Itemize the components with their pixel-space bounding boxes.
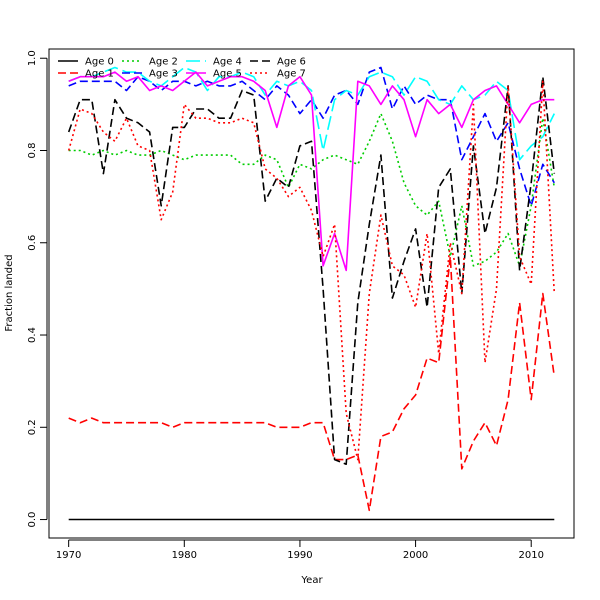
legend-label-age-4: Age 4 xyxy=(213,57,242,68)
x-axis-title: Year xyxy=(300,575,323,586)
x-tick-label: 2010 xyxy=(518,550,543,561)
plot-frame xyxy=(48,48,575,539)
y-axis-title: Fraction landed xyxy=(4,254,15,331)
series-line-age-3 xyxy=(68,66,555,207)
y-tick-label: 0.6 xyxy=(27,235,38,251)
series-layer xyxy=(67,66,556,521)
legend-label-age-2: Age 2 xyxy=(149,57,178,68)
legend-label-age-0: Age 0 xyxy=(85,57,114,68)
series-line-age-7 xyxy=(67,80,556,461)
y-tick-label: 0.2 xyxy=(27,419,38,435)
x-tick-label: 1980 xyxy=(172,550,197,561)
x-tick-label: 1970 xyxy=(56,550,81,561)
series-line-age-2 xyxy=(68,112,556,267)
legend-label-age-3: Age 3 xyxy=(149,69,178,80)
y-tick-label: 0.8 xyxy=(27,143,38,159)
y-tick-label: 0.0 xyxy=(27,512,38,528)
series-line-age-5 xyxy=(68,71,555,272)
x-tick-label: 2000 xyxy=(403,550,428,561)
series-line-age-6 xyxy=(67,75,556,466)
y-tick-label: 0.4 xyxy=(27,327,38,343)
axes-layer: 1970 1980 1990 2000 2010 0.0 0.2 0.4 0.6 0.8 1.0 xyxy=(27,50,544,561)
legend-label-age-5: Age 5 xyxy=(213,69,242,80)
legend-label-age-7: Age 7 xyxy=(277,69,306,80)
legend-label-age-1: Age 1 xyxy=(85,69,114,80)
x-tick-label: 1990 xyxy=(287,550,312,561)
y-tick-label: 1.0 xyxy=(27,50,38,66)
legend-label-age-6: Age 6 xyxy=(277,57,306,68)
